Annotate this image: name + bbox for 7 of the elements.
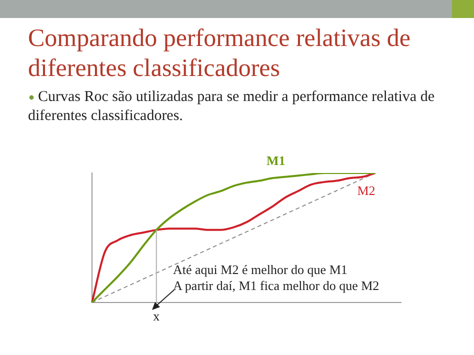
annotation: Até aqui M2 é melhor do que M1 <box>173 262 348 278</box>
chart-title: Comparando performance relativas de diferentes classificadores <box>28 24 412 84</box>
series-label: M1 <box>266 153 286 168</box>
series-label: M2 <box>357 183 376 198</box>
text: x <box>153 308 160 324</box>
chart-subtitle: Curvas Roc são utilizadas para se medir a performance relativa de diferentes classificadores. <box>28 88 436 126</box>
annotation: A partir daí, M1 fica melhor do que M2 <box>173 278 380 294</box>
